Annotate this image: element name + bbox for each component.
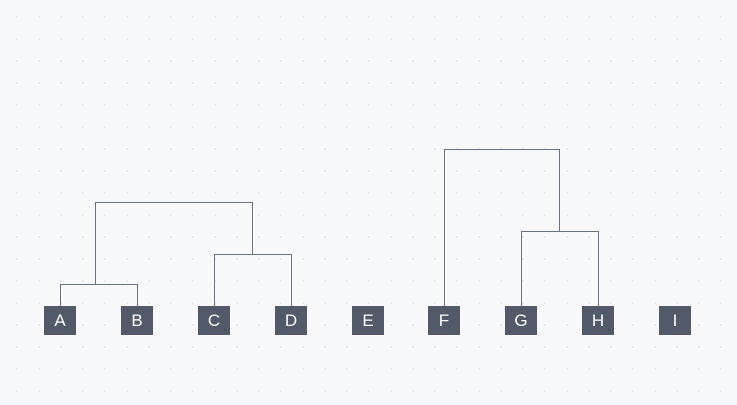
leaf-node-g[interactable]: G xyxy=(505,306,537,335)
leaf-node-a[interactable]: A xyxy=(44,306,76,335)
leaf-node-d[interactable]: D xyxy=(275,306,307,335)
link-ab-cd xyxy=(95,202,253,285)
leaf-node-h[interactable]: H xyxy=(582,306,614,335)
link-a-b xyxy=(60,284,138,306)
link-c-d xyxy=(214,254,292,306)
link-g-h xyxy=(521,231,599,306)
leaf-node-e[interactable]: E xyxy=(352,306,384,335)
leaf-node-i[interactable]: I xyxy=(659,306,691,335)
leaf-node-f[interactable]: F xyxy=(428,306,460,335)
leaf-node-b[interactable]: B xyxy=(121,306,153,335)
link-f-gh xyxy=(444,149,560,306)
leaf-node-c[interactable]: C xyxy=(198,306,230,335)
